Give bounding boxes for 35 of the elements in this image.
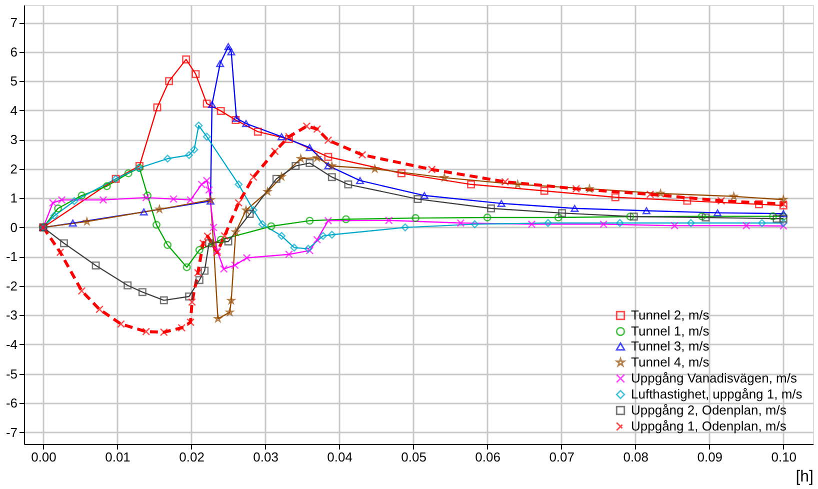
y-tick-label: 3	[10, 132, 18, 148]
x-tick-label: 0.04	[327, 450, 352, 464]
y-tick-label: 0	[10, 220, 18, 235]
legend-label: Lufthastighet, uppgång 1, m/s	[631, 386, 803, 402]
x-tick-label: 0.03	[253, 450, 278, 464]
x-tick-label: 0.06	[475, 450, 500, 464]
x-tick-label: 0.08	[623, 450, 649, 464]
x-tick-label: 0.01	[105, 450, 130, 464]
legend-label: Tunnel 2, m/s	[631, 308, 710, 322]
x-tick-label: 0.07	[549, 450, 575, 464]
legend-label: Tunnel 3, m/s	[631, 338, 710, 354]
x-tick-label: 0.05	[401, 450, 426, 464]
x-tick-label: 0.10	[771, 450, 797, 464]
y-tick-label: 2	[10, 161, 18, 176]
y-tick-label: -6	[6, 396, 18, 411]
y-tick-label: -2	[6, 278, 18, 294]
legend-label: Tunnel 4, m/s	[631, 354, 710, 370]
y-tick-label: -5	[6, 366, 18, 382]
x-tick-label: 0.00	[31, 450, 56, 464]
y-tick-label: 1	[10, 190, 18, 206]
y-tick-label: 6	[10, 44, 18, 60]
y-tick-label: 7	[10, 15, 18, 30]
y-tick-label: 4	[10, 102, 18, 118]
x-tick-label: 0.02	[179, 450, 204, 464]
x-axis-title: [h]	[796, 468, 814, 486]
y-tick-label: -4	[6, 336, 18, 352]
legend-label: Uppgång 2, Odenplan, m/s	[631, 402, 787, 418]
y-tick-label: -1	[6, 249, 18, 264]
x-tick-label: 0.09	[697, 450, 723, 464]
legend-label: Uppgång 1, Odenplan, m/s	[631, 418, 787, 434]
y-tick-label: -7	[6, 424, 18, 440]
legend-label: Uppgång Vanadisvägen, m/s	[631, 370, 798, 386]
legend-label: Tunnel 1, m/s	[631, 324, 710, 338]
y-tick-label: -3	[6, 308, 18, 323]
y-tick-label: 5	[10, 74, 18, 89]
